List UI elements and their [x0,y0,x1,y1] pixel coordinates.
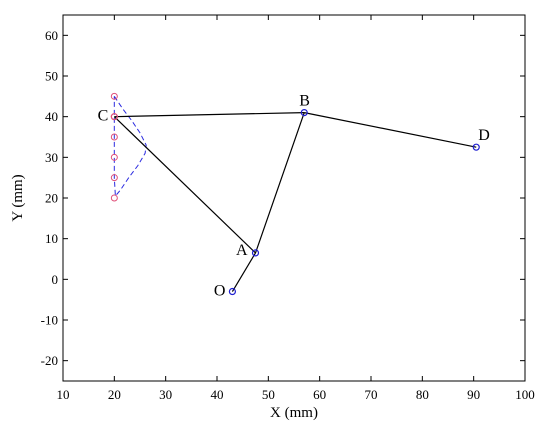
joint-label-b: B [299,93,310,110]
x-tick-label: 10 [57,387,70,402]
y-tick-label: 30 [45,150,58,165]
link-ab [254,112,305,254]
link-bc [114,112,305,118]
plot-area [62,14,526,382]
coupler-dashed-path [113,96,147,198]
y-tick-label: 60 [45,28,58,43]
path-sample-point [110,133,118,141]
y-tick-label: 0 [52,272,59,287]
link-oa [231,252,257,292]
y-axis-label: Y (mm) [10,174,26,221]
y-tick-label: -10 [41,313,58,328]
link-ac [113,116,256,254]
path-sample-point [110,194,118,202]
joint-points: O A B C D [98,93,490,300]
x-tick-label: 80 [416,387,429,402]
path-sample-point [110,92,118,100]
y-tick-label: 20 [45,191,58,206]
x-tick-label: 90 [467,387,480,402]
y-tick-label: 40 [45,109,58,124]
link-bd [304,112,477,148]
joint-label-o: O [214,283,226,300]
x-tick-label: 50 [262,387,275,402]
path-sample-point [110,153,118,161]
y-tick-label: 50 [45,69,58,84]
joint-d [472,143,480,151]
joint-label-d: D [478,127,490,144]
x-tick-label: 100 [515,387,535,402]
joint-a [251,249,260,257]
joint-b [300,108,308,117]
axis-ticks: 10 20 30 40 50 60 70 80 90 100 -20 -10 0 10 20 30 40 50 60 [41,15,535,402]
x-tick-label: 20 [108,387,121,402]
joint-c [110,113,118,121]
y-tick-label: -20 [41,353,58,368]
x-axis-label: X (mm) [270,405,318,421]
joint-label-a: A [236,242,248,259]
x-tick-label: 40 [211,387,224,402]
joint-o [228,287,236,296]
x-tick-label: 70 [365,387,378,402]
joint-label-c: C [98,108,109,125]
y-tick-label: 10 [45,231,58,246]
path-sample-point [110,174,118,182]
linkage-bars [113,112,477,292]
x-tick-label: 60 [313,387,326,402]
x-tick-label: 30 [159,387,172,402]
